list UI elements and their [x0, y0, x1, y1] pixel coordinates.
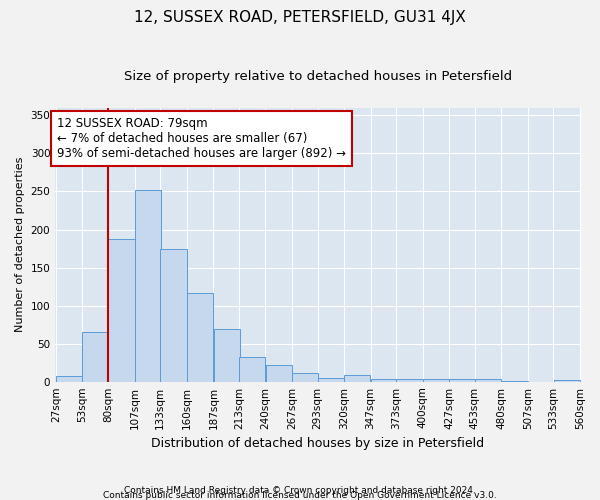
Text: Contains HM Land Registry data © Crown copyright and database right 2024.: Contains HM Land Registry data © Crown c…	[124, 486, 476, 495]
Bar	[292, 374, 319, 382]
Bar	[160, 248, 187, 382]
Text: 12 SUSSEX ROAD: 79sqm
← 7% of detached houses are smaller (67)
93% of semi-detac: 12 SUSSEX ROAD: 79sqm ← 7% of detached h…	[57, 117, 346, 160]
Bar	[109, 240, 134, 382]
Bar	[554, 380, 580, 382]
Bar	[187, 292, 213, 382]
Bar	[396, 378, 422, 382]
Bar	[317, 378, 344, 382]
Bar	[423, 380, 449, 382]
Text: Contains public sector information licensed under the Open Government Licence v3: Contains public sector information licen…	[103, 490, 497, 500]
Bar	[266, 365, 292, 382]
Y-axis label: Number of detached properties: Number of detached properties	[15, 157, 25, 332]
Title: Size of property relative to detached houses in Petersfield: Size of property relative to detached ho…	[124, 70, 512, 83]
Bar	[82, 332, 108, 382]
Bar	[344, 375, 370, 382]
Bar	[56, 376, 83, 382]
Text: 12, SUSSEX ROAD, PETERSFIELD, GU31 4JX: 12, SUSSEX ROAD, PETERSFIELD, GU31 4JX	[134, 10, 466, 25]
Bar	[214, 329, 240, 382]
Bar	[239, 358, 265, 382]
Bar	[449, 378, 476, 382]
Bar	[371, 378, 397, 382]
Bar	[135, 190, 161, 382]
X-axis label: Distribution of detached houses by size in Petersfield: Distribution of detached houses by size …	[151, 437, 485, 450]
Bar	[475, 380, 501, 382]
Bar	[502, 381, 527, 382]
